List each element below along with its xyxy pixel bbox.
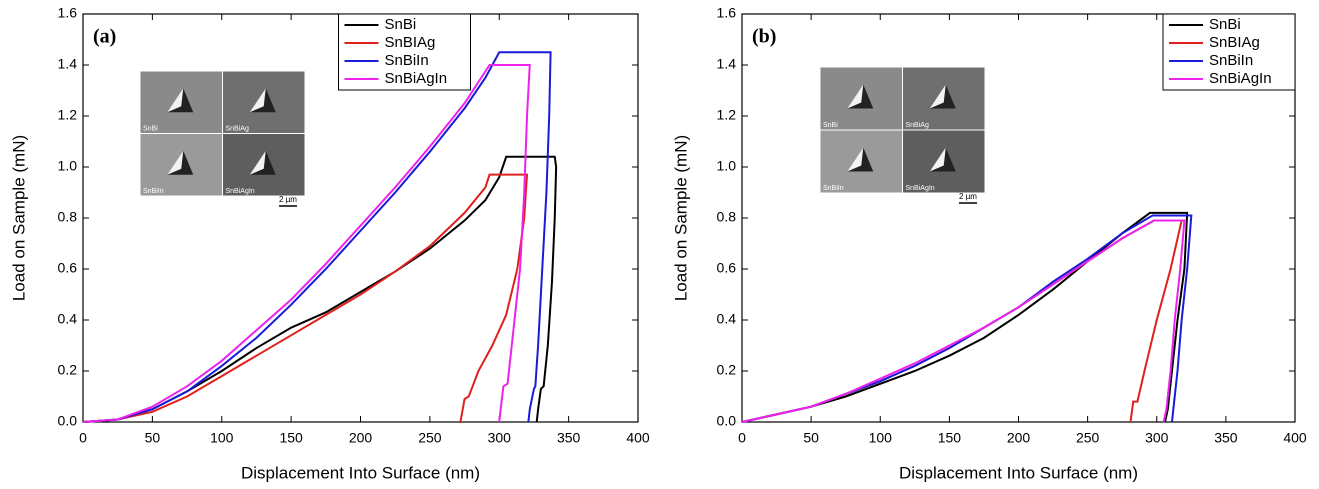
x-tick-label: 0 [738,430,746,446]
legend-label: SnBIAg [385,34,436,51]
x-tick-label: 200 [349,430,373,446]
y-tick-label: 0.6 [58,260,78,276]
legend-label: SnBiIn [385,52,429,69]
x-axis-label: Displacement Into Surface (nm) [241,463,480,482]
inset-label: SnBiIn [143,188,164,195]
x-tick-label: 300 [488,430,512,446]
legend-label: SnBiIn [1209,52,1253,69]
inset-label: SnBiAg [226,125,249,132]
x-tick-label: 50 [145,430,161,446]
y-tick-label: 1.6 [717,5,737,21]
data-line [82,173,529,423]
x-tick-label: 100 [869,430,893,446]
y-tick-label: 0.0 [717,413,737,429]
data-line [741,219,1183,423]
inset-label: SnBiIn [823,185,844,192]
data-line [82,155,558,423]
y-tick-label: 0.2 [717,362,737,378]
y-tick-label: 0.8 [58,209,78,225]
y-tick-label: 0.8 [717,209,737,225]
y-tick-label: 1.0 [58,158,78,174]
y-tick-label: 0.2 [58,362,78,378]
x-axis-label: Displacement Into Surface (nm) [899,463,1138,482]
x-tick-label: 350 [557,430,581,446]
panel-label: (a) [93,26,116,48]
x-tick-label: 250 [1076,430,1100,446]
data-line [741,214,1193,423]
data-line [82,51,552,423]
legend-label: SnBi [385,16,417,33]
legend-label: SnBiAgIn [385,70,448,87]
x-tick-label: 200 [1007,430,1031,446]
inset-label: SnBiAg [906,122,929,129]
x-tick-label: 400 [1283,430,1307,446]
indent-face [249,88,266,113]
y-tick-label: 0.4 [717,311,737,327]
inset-label: SnBi [823,122,838,129]
inset-label: SnBiAgIn [226,188,255,195]
y-tick-label: 1.2 [717,107,737,123]
y-tick-label: 1.2 [58,107,78,123]
x-tick-label: 400 [626,430,650,446]
scale-bar-label: 2 µm [279,195,297,204]
x-tick-label: 250 [418,430,442,446]
data-line [82,64,531,423]
legend-box [1162,13,1296,91]
indent-face [847,147,864,172]
indent-face [929,84,946,109]
x-tick-label: 0 [79,430,87,446]
y-axis-label: Load on Sample (mN) [9,135,28,301]
indent-face [929,147,946,172]
x-tick-label: 50 [803,430,819,446]
y-tick-label: 1.4 [717,56,737,72]
x-tick-label: 150 [279,430,303,446]
x-tick-label: 150 [938,430,962,446]
panel-label: (b) [752,26,776,48]
scale-bar-label: 2 µm [959,192,977,201]
x-tick-label: 350 [1214,430,1238,446]
inset-label: SnBiAgIn [906,185,935,192]
indent-face [249,150,266,175]
legend-label: SnBi [1209,16,1241,33]
x-tick-label: 300 [1145,430,1169,446]
y-tick-label: 0.0 [58,413,78,429]
y-tick-label: 1.0 [717,158,737,174]
y-tick-label: 1.6 [58,5,78,21]
y-tick-label: 0.6 [717,260,737,276]
x-tick-label: 100 [210,430,234,446]
y-tick-label: 1.4 [58,56,78,72]
indent-face [167,88,184,113]
indent-face [167,150,184,175]
y-tick-label: 0.4 [58,311,78,327]
legend-box [338,13,471,91]
legend-label: SnBIAg [1209,34,1260,51]
data-line [741,211,1189,423]
legend-label: SnBiAgIn [1209,70,1272,87]
inset-label: SnBi [143,125,158,132]
y-axis-label: Load on Sample (mN) [671,135,690,301]
data-line [741,219,1186,423]
indent-face [847,84,864,109]
